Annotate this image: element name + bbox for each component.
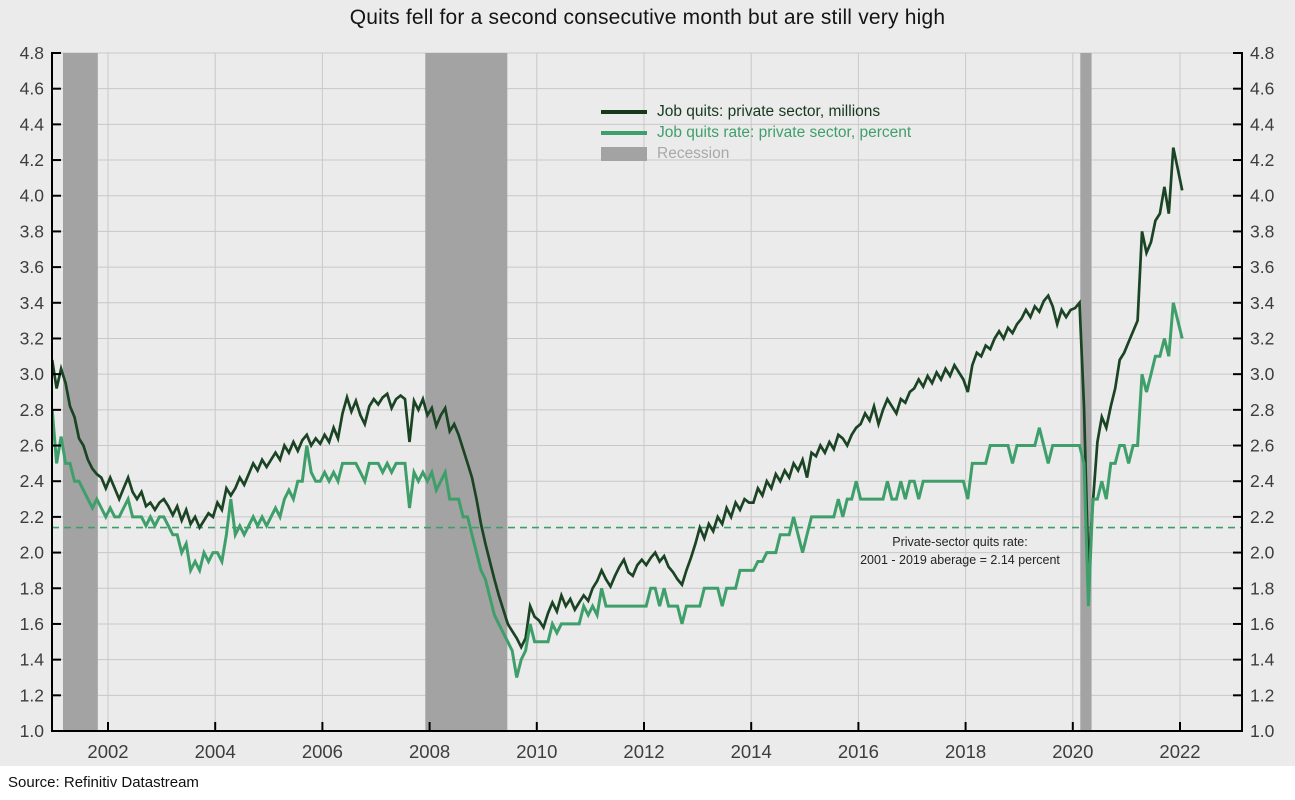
y-axis-tick-label-left: 2.4 (20, 471, 45, 491)
recession-band (425, 53, 508, 731)
x-axis-tick-label: 2006 (302, 741, 343, 762)
recession-band (1080, 53, 1092, 731)
y-axis-tick-label-left: 4.8 (20, 43, 44, 63)
y-axis-tick-label-left: 1.8 (20, 578, 44, 598)
y-axis-tick-label-right: 2.6 (1250, 436, 1274, 456)
y-axis-tick-label-right: 3.6 (1250, 257, 1274, 277)
legend-label: Job quits rate: private sector, percent (657, 123, 912, 141)
x-axis-tick-label: 2004 (195, 741, 236, 762)
y-axis-tick-label-left: 1.4 (20, 650, 45, 670)
x-axis-tick-label: 2020 (1052, 741, 1093, 762)
y-axis-tick-label-right: 2.0 (1250, 543, 1275, 563)
x-axis-tick-label: 2010 (516, 741, 557, 762)
y-axis-tick-label-right: 4.2 (1250, 150, 1274, 170)
x-axis-tick-label: 2022 (1159, 741, 1200, 762)
y-axis-tick-label-left: 3.6 (20, 257, 44, 277)
average-annotation-line1: Private-sector quits rate: (892, 535, 1028, 549)
legend-item-quits-rate: Job quits rate: private sector, percent (601, 122, 911, 143)
legend-label: Recession (657, 144, 730, 162)
y-axis-tick-label-left: 2.2 (20, 507, 44, 527)
y-axis-tick-label-left: 3.8 (20, 221, 44, 241)
y-axis-tick-label-left: 3.0 (20, 364, 45, 384)
recession-band (62, 53, 98, 731)
y-axis-tick-label-right: 1.6 (1250, 614, 1274, 634)
y-axis-tick-label-left: 2.0 (20, 543, 45, 563)
footer-bar: Source: Refinitiv Datastream (0, 766, 1295, 800)
y-axis-tick-label-right: 4.8 (1250, 43, 1274, 63)
y-axis-tick-label-left: 1.0 (20, 721, 45, 741)
y-axis-tick-label-left: 4.6 (20, 79, 44, 99)
y-axis-tick-label-right: 4.0 (1250, 186, 1275, 206)
legend-label: Job quits: private sector, millions (657, 102, 881, 120)
x-axis-tick-label: 2008 (409, 741, 450, 762)
source-credit: Source: Refinitiv Datastream (8, 774, 199, 791)
x-axis-tick-label: 2016 (838, 741, 879, 762)
y-axis-tick-label-right: 3.0 (1250, 364, 1275, 384)
y-axis-tick-label-right: 1.4 (1250, 650, 1275, 670)
y-axis-tick-label-left: 2.8 (20, 400, 44, 420)
x-axis-tick-label: 2012 (623, 741, 664, 762)
y-axis-tick-label-right: 1.0 (1250, 721, 1275, 741)
quits-level-line-swatch (601, 109, 647, 114)
y-axis-tick-label-left: 4.4 (20, 114, 45, 134)
y-axis-tick-label-right: 2.4 (1250, 471, 1275, 491)
y-axis-tick-label-right: 1.2 (1250, 685, 1274, 705)
y-axis-tick-label-right: 3.4 (1250, 293, 1275, 313)
y-axis-tick-label-left: 2.6 (20, 436, 44, 456)
quits-rate-line-swatch (601, 130, 647, 135)
x-axis-tick-label: 2014 (731, 741, 772, 762)
y-axis-tick-label-right: 3.8 (1250, 221, 1274, 241)
y-axis-tick-label-right: 4.4 (1250, 114, 1275, 134)
x-axis-tick-label: 2002 (87, 741, 128, 762)
y-axis-tick-label-right: 1.8 (1250, 578, 1274, 598)
average-annotation-line2: 2001 - 2019 aberage = 2.14 percent (860, 553, 1060, 567)
chart-title: Quits fell for a second consecutive mont… (349, 6, 946, 29)
y-axis-tick-label-left: 1.6 (20, 614, 44, 634)
y-axis-tick-label-right: 4.6 (1250, 79, 1274, 99)
x-axis-tick-label: 2018 (945, 741, 986, 762)
y-axis-tick-label-left: 1.2 (20, 685, 44, 705)
recession-band-swatch (601, 146, 647, 161)
legend: Job quits: private sector, millions Job … (601, 101, 911, 164)
legend-item-recession: Recession (601, 143, 911, 164)
y-axis-tick-label-right: 2.8 (1250, 400, 1274, 420)
quits-level-line (52, 147, 1184, 651)
y-axis-tick-label-left: 3.4 (20, 293, 45, 313)
quits-rate-line (52, 302, 1184, 678)
y-axis-tick-label-right: 3.2 (1250, 328, 1274, 348)
y-axis-tick-label-right: 2.2 (1250, 507, 1274, 527)
legend-item-quits-level: Job quits: private sector, millions (601, 101, 911, 122)
y-axis-tick-label-left: 3.2 (20, 328, 44, 348)
y-axis-tick-label-left: 4.2 (20, 150, 44, 170)
y-axis-tick-label-left: 4.0 (20, 186, 45, 206)
